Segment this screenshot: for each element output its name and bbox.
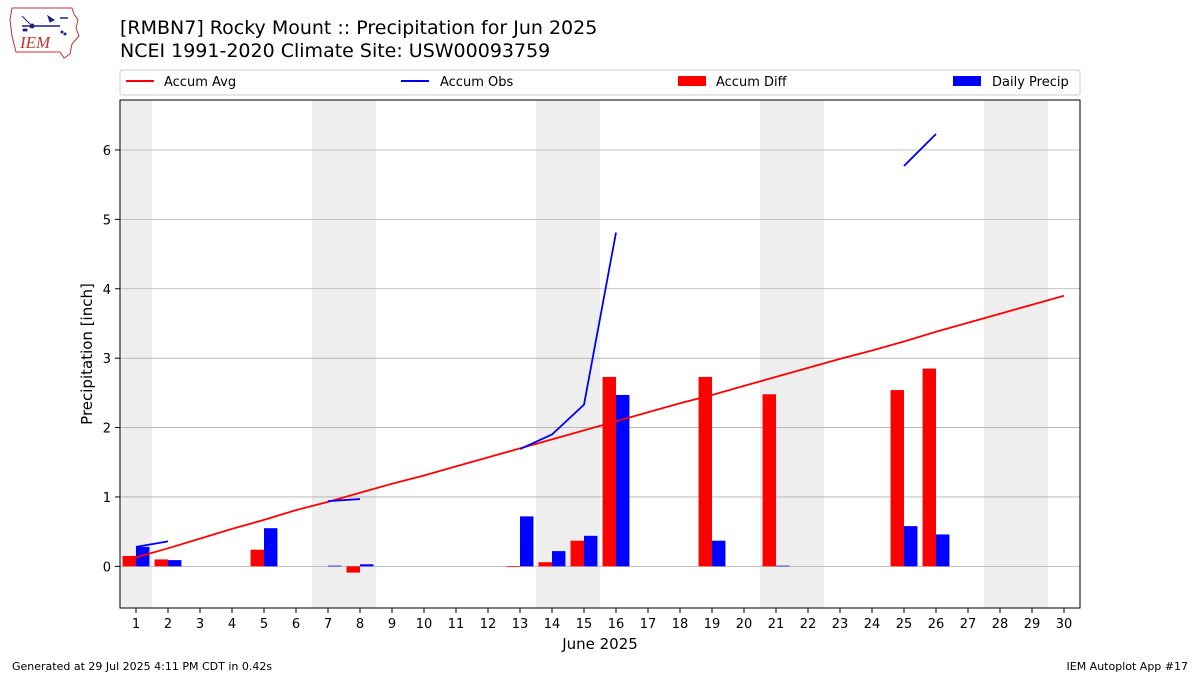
daily-precip-bar	[776, 565, 790, 567]
daily-precip-bar	[712, 540, 726, 567]
y-tick-label: 6	[103, 144, 111, 159]
x-tick-label: 13	[512, 617, 529, 632]
legend-label-accum-obs: Accum Obs	[440, 75, 513, 90]
y-tick-label: 3	[103, 352, 111, 367]
x-tick-label: 19	[704, 617, 721, 632]
x-tick-label: 3	[196, 617, 204, 632]
logo-text: IEM	[19, 33, 51, 52]
accum-diff-bar	[154, 559, 168, 567]
weekend-shade-band	[536, 100, 600, 608]
weekend-shade-band	[312, 100, 376, 608]
x-tick-label: 24	[864, 617, 881, 632]
daily-precip-bar	[616, 394, 630, 567]
lines	[135, 133, 1065, 559]
x-tick-label: 1	[132, 617, 140, 632]
footer-app: IEM Autoplot App #17	[1066, 660, 1189, 673]
daily-precip-bar	[328, 565, 342, 567]
grid-lines	[120, 149, 1080, 567]
accum-diff-bar	[762, 394, 776, 567]
x-tick-label: 22	[800, 617, 817, 632]
chart-title-line1: [RMBN7] Rocky Mount :: Precipitation for…	[120, 17, 598, 39]
accum-diff-bar	[890, 390, 904, 567]
y-tick-label: 0	[103, 560, 111, 575]
daily-precip-bar	[552, 551, 566, 567]
daily-precip-bar	[264, 528, 278, 567]
y-tick-label: 1	[103, 491, 111, 506]
x-tick-label: 9	[388, 617, 396, 632]
x-tick-label: 29	[1024, 617, 1041, 632]
accum-avg-line	[135, 294, 1065, 559]
y-axis-label: Precipitation [inch]	[78, 283, 96, 425]
accum-diff-bar	[570, 540, 584, 567]
x-axis-ticks: 1 2 3 4 5 6 7 8 9 10 11 12 13 14 15 16 17 18 19 20 21 22 23 24 2…	[132, 608, 1072, 632]
y-tick-label: 4	[103, 283, 111, 298]
x-tick-label: 20	[736, 617, 753, 632]
legend-swatch-accum-diff	[678, 76, 706, 86]
daily-precip-bar	[168, 560, 182, 567]
daily-precip-bar	[360, 564, 374, 567]
legend-label-daily-precip: Daily Precip	[992, 75, 1069, 90]
iem-logo: IEM	[9, 7, 80, 59]
x-tick-label: 7	[324, 617, 332, 632]
accum-obs-line	[327, 498, 361, 503]
accum-obs-line	[903, 133, 937, 167]
x-tick-label: 23	[832, 617, 849, 632]
x-tick-label: 17	[640, 617, 657, 632]
plot-frame	[119, 99, 1081, 609]
accum-diff-bar	[698, 376, 712, 567]
x-tick-label: 4	[228, 617, 236, 632]
x-tick-label: 28	[992, 617, 1009, 632]
x-tick-label: 26	[928, 617, 945, 632]
weekend-shade-band	[120, 100, 152, 608]
y-tick-label: 2	[103, 422, 111, 437]
accum-diff-bar	[250, 549, 264, 567]
legend-label-accum-diff: Accum Diff	[716, 75, 788, 90]
daily-precip-bar	[584, 535, 598, 567]
x-tick-label: 14	[544, 617, 561, 632]
weekend-shade-band	[984, 100, 1048, 608]
daily-precip-bar	[904, 526, 918, 567]
x-tick-label: 2	[164, 617, 172, 632]
y-tick-label: 5	[103, 213, 111, 228]
daily-precip-bar	[520, 516, 534, 567]
accum-diff-bar	[602, 376, 616, 567]
x-tick-label: 12	[480, 617, 497, 632]
accum-diff-bar	[346, 566, 360, 573]
daily-precip-bar	[936, 534, 950, 567]
legend-swatch-daily-precip	[953, 76, 981, 86]
accum-obs-line	[135, 540, 169, 548]
daily-precip-bar	[136, 546, 150, 567]
x-tick-label: 11	[448, 617, 465, 632]
x-tick-label: 8	[356, 617, 364, 632]
legend: Accum Avg Accum Obs Accum Diff Daily Pre…	[119, 69, 1081, 96]
weather-glyphs-icon	[21, 14, 68, 36]
legend-frame	[119, 69, 1081, 96]
x-tick-label: 21	[768, 617, 785, 632]
y-axis-ticks: 0 1 2 3 4 5 6	[103, 144, 120, 575]
legend-label-accum-avg: Accum Avg	[164, 75, 236, 90]
accum-obs-line	[519, 232, 617, 450]
accum-diff-bar	[506, 566, 520, 568]
x-tick-label: 25	[896, 617, 913, 632]
x-tick-label: 5	[260, 617, 268, 632]
chart-title-line2: NCEI 1991-2020 Climate Site: USW00093759	[120, 40, 551, 62]
footer-generated: Generated at 29 Jul 2025 4:11 PM CDT in …	[12, 660, 273, 673]
accum-diff-bar	[538, 562, 552, 567]
iowa-outline-icon	[9, 7, 80, 59]
accum-diff-bar	[922, 368, 936, 567]
x-tick-label: 6	[292, 617, 300, 632]
x-tick-label: 27	[960, 617, 977, 632]
x-tick-label: 15	[576, 617, 593, 632]
x-axis-label: June 2025	[561, 635, 638, 653]
accum-diff-bar	[122, 555, 136, 567]
x-tick-label: 30	[1056, 617, 1073, 632]
x-tick-label: 10	[416, 617, 433, 632]
x-tick-label: 18	[672, 617, 689, 632]
x-tick-label: 16	[608, 617, 625, 632]
